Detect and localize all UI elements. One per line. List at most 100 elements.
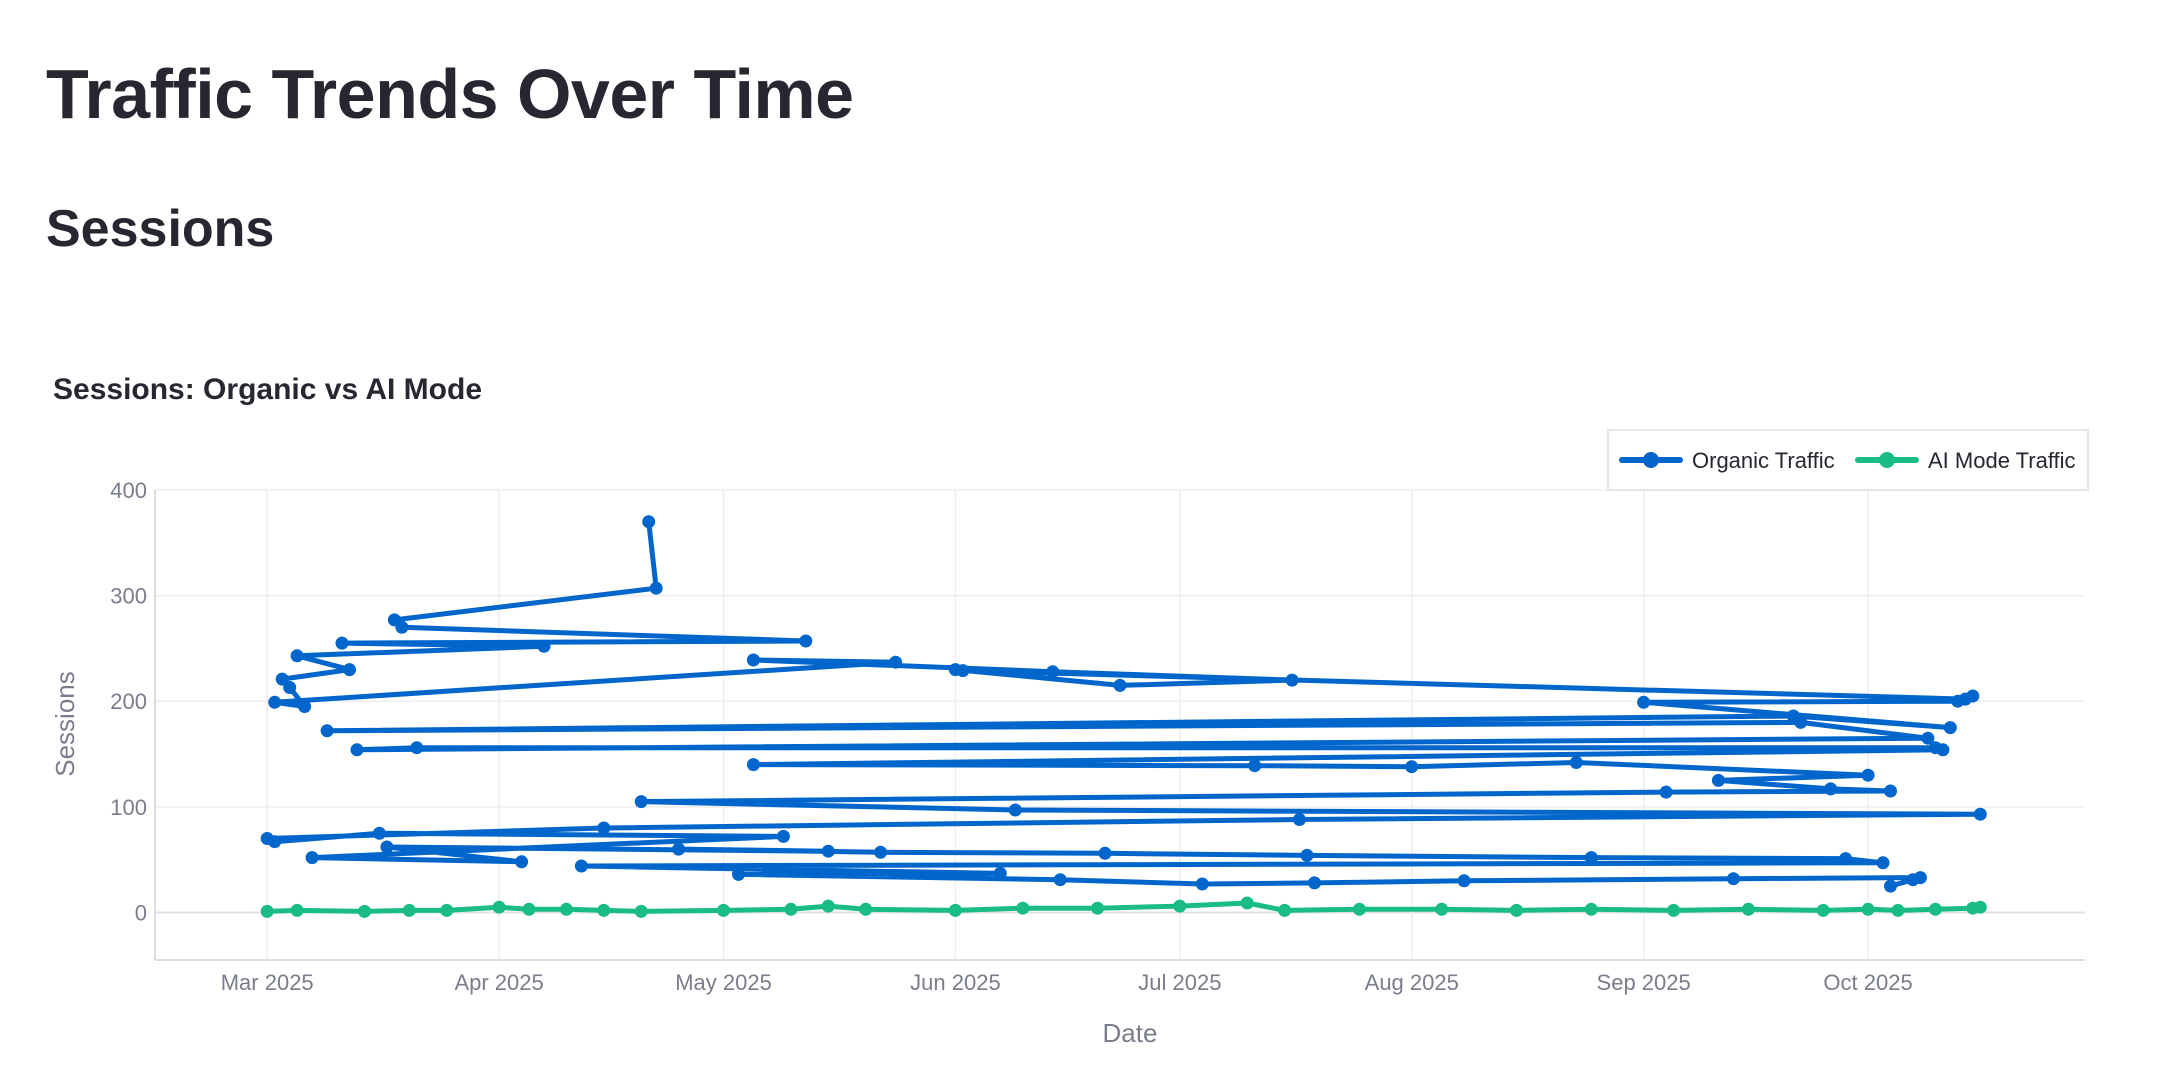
data-point[interactable] bbox=[492, 900, 506, 914]
data-point[interactable] bbox=[290, 903, 304, 917]
data-point[interactable] bbox=[537, 639, 551, 653]
data-point[interactable] bbox=[1240, 896, 1254, 910]
data-point[interactable] bbox=[1884, 784, 1897, 798]
data-point[interactable] bbox=[634, 795, 648, 809]
data-point[interactable] bbox=[799, 634, 813, 648]
data-point[interactable] bbox=[574, 859, 588, 873]
data-point[interactable] bbox=[275, 672, 289, 686]
data-point[interactable] bbox=[402, 903, 416, 917]
data-point[interactable] bbox=[1285, 673, 1299, 687]
data-point[interactable] bbox=[1308, 876, 1321, 890]
data-point[interactable] bbox=[1173, 899, 1187, 913]
data-point[interactable] bbox=[298, 700, 312, 713]
data-point[interactable] bbox=[1584, 902, 1598, 916]
data-point[interactable] bbox=[1951, 694, 1965, 708]
data-point[interactable] bbox=[1824, 782, 1838, 796]
data-point[interactable] bbox=[597, 903, 611, 917]
data-point[interactable] bbox=[1794, 715, 1808, 729]
data-point[interactable] bbox=[395, 620, 409, 634]
data-point[interactable] bbox=[1091, 901, 1105, 915]
data-point[interactable] bbox=[1839, 852, 1853, 866]
data-point[interactable] bbox=[358, 904, 371, 918]
data-point[interactable] bbox=[1726, 872, 1740, 886]
data-point[interactable] bbox=[268, 835, 282, 849]
data-point[interactable] bbox=[1943, 721, 1957, 735]
data-point[interactable] bbox=[672, 842, 686, 856]
data-point[interactable] bbox=[1973, 900, 1987, 914]
data-point[interactable] bbox=[1008, 803, 1022, 817]
data-point[interactable] bbox=[597, 821, 611, 835]
data-point[interactable] bbox=[717, 903, 730, 917]
data-point[interactable] bbox=[821, 899, 835, 913]
data-point[interactable] bbox=[410, 741, 424, 755]
data-point[interactable] bbox=[732, 867, 745, 881]
data-point[interactable] bbox=[1966, 689, 1980, 703]
data-point[interactable] bbox=[649, 581, 663, 595]
data-point[interactable] bbox=[1046, 665, 1060, 679]
data-point[interactable] bbox=[956, 664, 970, 678]
data-point[interactable] bbox=[343, 663, 356, 677]
data-point[interactable] bbox=[1457, 874, 1471, 888]
data-point[interactable] bbox=[1569, 756, 1583, 769]
data-point[interactable] bbox=[776, 829, 790, 843]
data-point[interactable] bbox=[290, 649, 304, 663]
data-point[interactable] bbox=[1016, 901, 1030, 915]
data-point[interactable] bbox=[1876, 856, 1890, 870]
data-point[interactable] bbox=[1884, 879, 1897, 893]
data-point[interactable] bbox=[440, 903, 454, 917]
data-point[interactable] bbox=[642, 515, 656, 529]
data-point[interactable] bbox=[948, 903, 962, 917]
data-point[interactable] bbox=[335, 636, 349, 650]
data-point[interactable] bbox=[1711, 773, 1725, 787]
data-point[interactable] bbox=[1195, 877, 1209, 891]
data-point[interactable] bbox=[1921, 731, 1935, 745]
data-point[interactable] bbox=[1300, 848, 1314, 862]
data-point[interactable] bbox=[1113, 678, 1127, 692]
data-point[interactable] bbox=[1405, 760, 1419, 774]
data-point[interactable] bbox=[260, 904, 274, 918]
data-point[interactable] bbox=[1278, 903, 1292, 917]
data-point[interactable] bbox=[784, 902, 798, 916]
data-point[interactable] bbox=[1891, 903, 1905, 917]
data-point[interactable] bbox=[1248, 759, 1262, 773]
data-point[interactable] bbox=[1435, 902, 1449, 916]
data-point[interactable] bbox=[1906, 873, 1920, 887]
data-point[interactable] bbox=[1510, 903, 1523, 917]
data-point[interactable] bbox=[1098, 846, 1112, 860]
data-point[interactable] bbox=[821, 844, 835, 858]
data-point[interactable] bbox=[1053, 873, 1067, 887]
data-point[interactable] bbox=[350, 743, 364, 757]
data-point[interactable] bbox=[380, 840, 394, 854]
data-point[interactable] bbox=[1637, 695, 1651, 709]
data-point[interactable] bbox=[859, 902, 873, 916]
data-point[interactable] bbox=[515, 855, 529, 869]
data-point[interactable] bbox=[1659, 785, 1673, 799]
data-point[interactable] bbox=[634, 904, 648, 918]
data-point[interactable] bbox=[283, 681, 297, 694]
data-point[interactable] bbox=[1816, 903, 1830, 917]
data-point[interactable] bbox=[1936, 743, 1950, 757]
data-point[interactable] bbox=[993, 866, 1007, 880]
data-point[interactable] bbox=[1928, 902, 1942, 916]
data-point[interactable] bbox=[522, 902, 536, 916]
sessions-chart[interactable]: Sessions: Organic vs AI Mode 0 100 200 300 4… bbox=[40, 350, 2138, 1068]
data-point[interactable] bbox=[320, 724, 334, 738]
data-point[interactable] bbox=[1352, 902, 1366, 916]
legend[interactable]: Organic Traffic AI Mode Traffic bbox=[1607, 429, 2089, 491]
data-point[interactable] bbox=[889, 655, 903, 669]
data-point[interactable] bbox=[1293, 813, 1306, 826]
data-point[interactable] bbox=[1861, 768, 1875, 782]
data-point[interactable] bbox=[305, 851, 319, 865]
data-point[interactable] bbox=[1973, 807, 1987, 821]
legend-item-ai-mode-traffic[interactable]: AI Mode Traffic bbox=[1855, 448, 2076, 473]
data-point[interactable] bbox=[874, 845, 888, 859]
data-point[interactable] bbox=[1667, 903, 1681, 917]
data-point[interactable] bbox=[1861, 902, 1875, 916]
data-point[interactable] bbox=[268, 695, 282, 709]
data-point[interactable] bbox=[1741, 902, 1755, 916]
data-point[interactable] bbox=[746, 758, 760, 772]
data-point[interactable] bbox=[746, 653, 760, 667]
data-point[interactable] bbox=[372, 826, 386, 840]
data-point[interactable] bbox=[1584, 851, 1598, 865]
data-point[interactable] bbox=[559, 902, 573, 916]
